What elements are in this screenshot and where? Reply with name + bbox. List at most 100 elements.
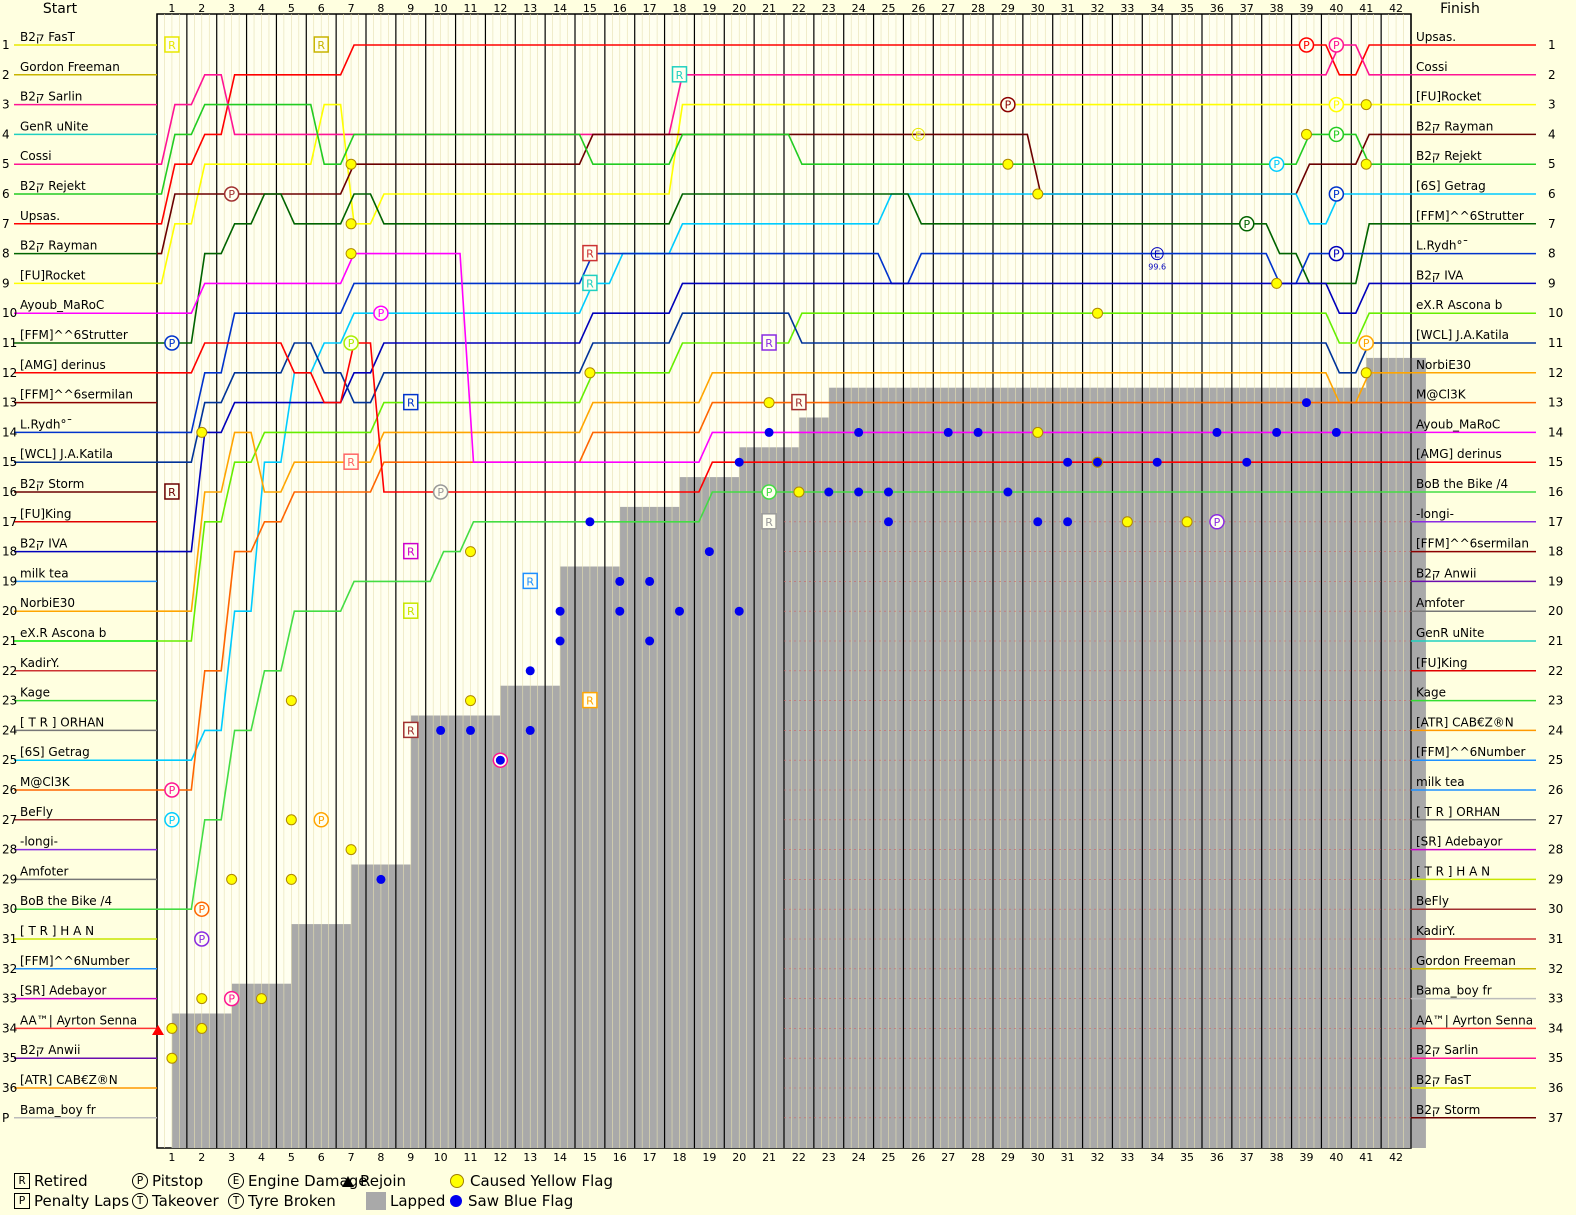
legend-takeover: T Takeover xyxy=(132,1192,219,1210)
blue-flag-marker xyxy=(615,576,625,586)
finish-position-label: 12 xyxy=(1548,366,1563,380)
lap-number-bottom: 26 xyxy=(911,1151,925,1164)
lap-number-top: 19 xyxy=(702,2,716,15)
start-driver-name: NorbiE30 xyxy=(20,596,75,610)
pitstop-marker-label: P xyxy=(169,814,176,827)
finish-driver-name: B2ק Rayman xyxy=(1416,119,1493,133)
start-position-label: 13 xyxy=(2,396,17,410)
finish-position-label: 26 xyxy=(1548,783,1563,797)
finish-driver-name: B2ק Rejekt xyxy=(1416,149,1482,163)
start-driver-name: [FU]King xyxy=(20,507,71,521)
yellow-flag-marker xyxy=(345,158,357,170)
pitstop-marker-label: P xyxy=(1214,516,1221,529)
start-driver-name: B2ק Storm xyxy=(20,477,84,491)
lap-number-top: 39 xyxy=(1300,2,1314,15)
blue-flag-marker xyxy=(1152,457,1162,467)
finish-position-label: 36 xyxy=(1548,1081,1563,1095)
blue-flag-marker xyxy=(376,874,386,884)
pitstop-marker xyxy=(223,990,240,1007)
engine-damage-icon: E xyxy=(228,1173,244,1189)
lap-number-bottom: 6 xyxy=(318,1151,325,1164)
yellow-flag-marker xyxy=(345,218,357,230)
lap-number-bottom: 38 xyxy=(1270,1151,1284,1164)
lap-number-bottom: 36 xyxy=(1210,1151,1224,1164)
blue-flag-marker xyxy=(1003,487,1013,497)
pitstop-marker xyxy=(194,931,210,947)
lap-number-bottom: 24 xyxy=(852,1151,866,1164)
pitstop-marker-label: P xyxy=(318,814,325,827)
finish-driver-name: B2ק Sarlin xyxy=(1416,1043,1478,1057)
start-position-label: 12 xyxy=(2,366,17,380)
lap-number-top: 20 xyxy=(732,2,746,15)
retired-marker-label: R xyxy=(795,397,803,410)
start-position-label: 11 xyxy=(2,336,17,350)
start-driver-name: B2ק Sarlin xyxy=(20,90,82,104)
start-position-label: 19 xyxy=(2,574,17,588)
finish-driver-name: NorbiE30 xyxy=(1416,358,1471,372)
damage-marker xyxy=(1150,247,1164,261)
pitstop-marker xyxy=(164,335,180,351)
legend-penalty: P Penalty Laps xyxy=(14,1192,129,1210)
legend-yellow: Caused Yellow Flag xyxy=(448,1172,613,1190)
finish-position-label: 28 xyxy=(1548,843,1563,857)
pitstop-marker-label: P xyxy=(348,337,355,350)
start-position-label: 28 xyxy=(2,843,17,857)
blue-flag-marker xyxy=(525,725,535,735)
retired-marker-label: R xyxy=(765,516,773,529)
lap-number-bottom: 34 xyxy=(1150,1151,1164,1164)
pitstop-marker-label: P xyxy=(228,188,235,201)
start-driver-name: milk tea xyxy=(20,566,69,580)
damage-marker-label: E xyxy=(915,130,921,141)
pitstop-marker-label: P xyxy=(378,307,385,320)
driver-track xyxy=(157,103,1411,285)
pitstop-marker-label: P xyxy=(437,486,444,499)
lap-number-top: 32 xyxy=(1091,2,1105,15)
blue-flag-marker xyxy=(495,755,505,765)
driver-track xyxy=(157,342,1411,493)
lap-number-top: 12 xyxy=(493,2,507,15)
yellow-flag-marker xyxy=(285,695,297,707)
yellow-flag-marker xyxy=(196,1022,208,1034)
lap-number-bottom: 32 xyxy=(1091,1151,1105,1164)
pitstop-marker-label: P xyxy=(1333,39,1340,52)
yellow-flag-marker xyxy=(166,1052,178,1064)
start-position-label: 16 xyxy=(2,485,17,499)
lap-number-bottom: 9 xyxy=(407,1151,414,1164)
yellow-flag-marker xyxy=(1121,516,1133,528)
blue-flag-marker xyxy=(436,725,446,735)
blue-flag-marker xyxy=(1212,427,1222,437)
finish-driver-name: -longi- xyxy=(1416,507,1454,521)
start-driver-name: [FFM]^^6sermilan xyxy=(20,388,133,402)
lap-number-top: 30 xyxy=(1031,2,1045,15)
finish-position-label: 9 xyxy=(1548,276,1556,290)
lap-number-top: 28 xyxy=(971,2,985,15)
retired-marker-label: R xyxy=(676,69,684,82)
start-driver-name: [WCL] J.A.Katila xyxy=(20,447,113,461)
start-driver-name: Gordon Freeman xyxy=(20,60,120,74)
start-driver-name: BeFly xyxy=(20,805,53,819)
lap-number-top: 40 xyxy=(1329,2,1343,15)
finish-position-label: 32 xyxy=(1548,962,1563,976)
retired-marker-label: R xyxy=(407,724,415,737)
finish-driver-name: [FFM]^^6sermilan xyxy=(1416,537,1529,551)
yellow-flag-marker xyxy=(1301,128,1312,140)
lap-number-bottom: 14 xyxy=(553,1151,567,1164)
lap-number-bottom: 10 xyxy=(434,1151,448,1164)
retired-marker-label: R xyxy=(168,39,176,52)
start-driver-name: Upsas. xyxy=(20,209,60,223)
retired-marker-label: R xyxy=(168,486,176,499)
finish-position-label: 30 xyxy=(1548,902,1563,916)
lap-number-bottom: 18 xyxy=(673,1151,687,1164)
pitstop-marker xyxy=(761,484,777,500)
lap-number-bottom: 7 xyxy=(348,1151,355,1164)
yellow-flag-marker xyxy=(256,993,267,1005)
pitstop-marker-label: P xyxy=(1333,248,1340,261)
legend-tyre: T Tyre Broken xyxy=(228,1192,336,1210)
yellow-flag-marker xyxy=(584,367,596,379)
driver-track xyxy=(157,312,1411,642)
lap-number-bottom: 31 xyxy=(1061,1151,1075,1164)
start-driver-name: B2ק IVA xyxy=(20,537,68,551)
blue-flag-marker xyxy=(704,547,714,557)
blue-flag-marker xyxy=(854,427,864,437)
lap-number-top: 33 xyxy=(1120,2,1134,15)
